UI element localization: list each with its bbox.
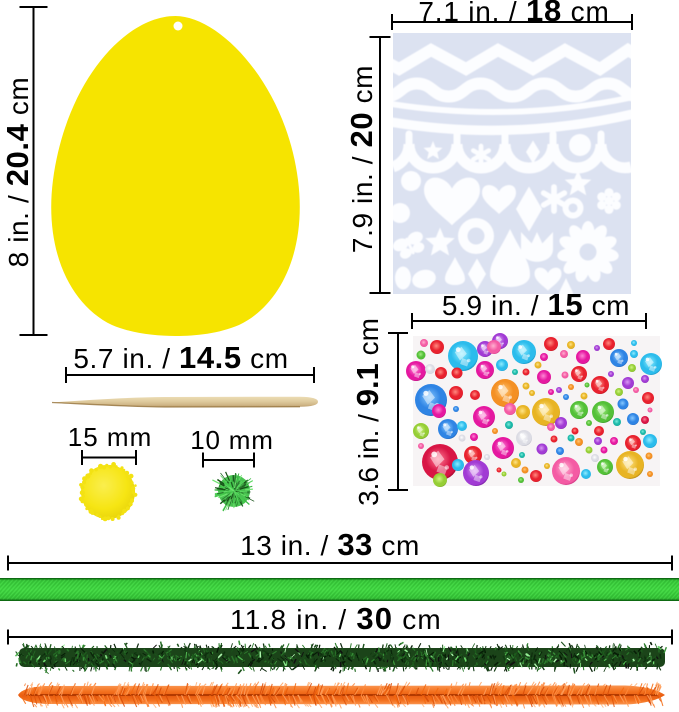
- svg-text:5.9 in. / 15 cm: 5.9 in. / 15 cm: [442, 287, 630, 322]
- svg-text:5.7 in. / 14.5 cm: 5.7 in. / 14.5 cm: [73, 340, 288, 375]
- svg-text:7.9 in. / 20 cm: 7.9 in. / 20 cm: [344, 65, 379, 253]
- svg-text:7.1 in. / 18 cm: 7.1 in. / 18 cm: [418, 0, 609, 28]
- svg-text:15 mm: 15 mm: [68, 422, 152, 452]
- svg-text:10 mm: 10 mm: [190, 425, 273, 455]
- svg-text:11.8 in. / 30 cm: 11.8 in. / 30 cm: [230, 601, 442, 636]
- svg-text:13 in. / 33 cm: 13 in. / 33 cm: [240, 527, 420, 562]
- svg-text:8 in. / 20.4 cm: 8 in. / 20.4 cm: [0, 77, 35, 268]
- svg-text:3.6 in. / 9.1 cm: 3.6 in. / 9.1 cm: [350, 318, 385, 506]
